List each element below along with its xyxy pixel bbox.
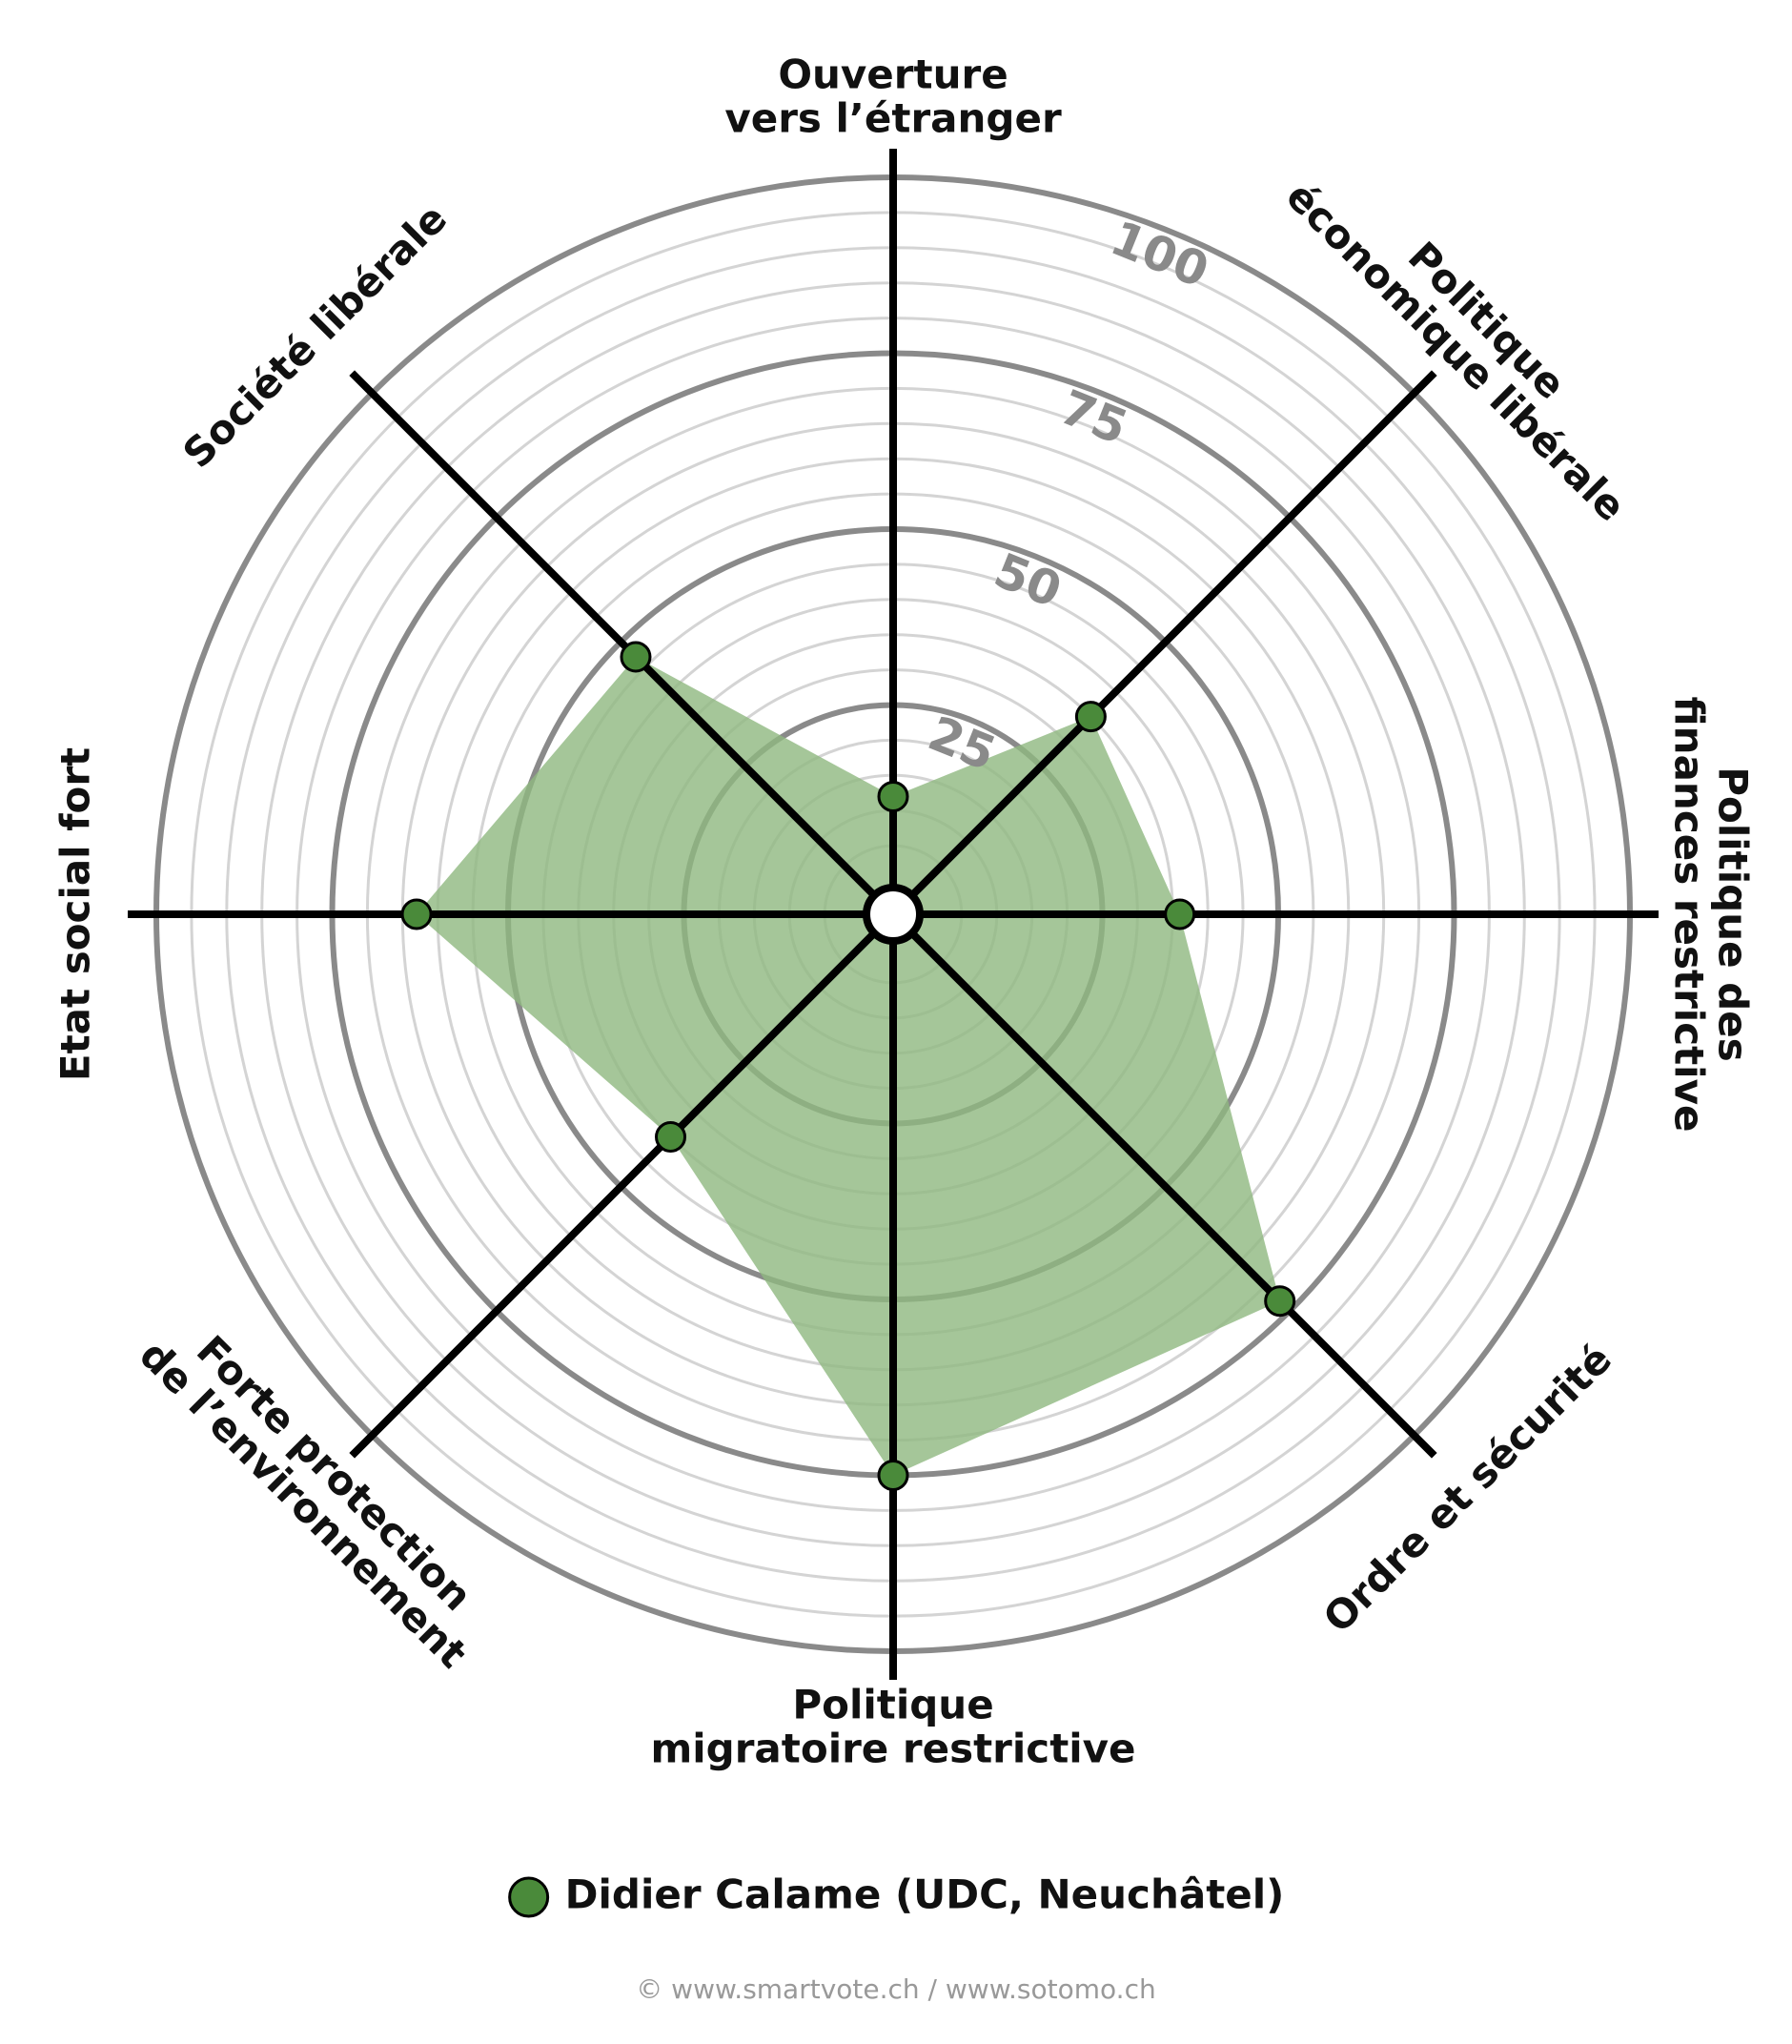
category-label-line: Politique des (1710, 766, 1757, 1062)
axis-line (890, 370, 1437, 917)
point (1164, 898, 1196, 930)
point (400, 898, 433, 930)
category-label-line: vers l’étranger (724, 95, 1062, 142)
point (877, 1460, 909, 1491)
r-tick-label: 50 (987, 542, 1069, 619)
category-label-line: Ouverture (778, 51, 1008, 98)
center (863, 884, 924, 945)
radar-area (417, 656, 1280, 1476)
category-label: Etat social fort (52, 747, 99, 1081)
legend-label: Didier Calame (UDC, Neuchâtel) (565, 1871, 1285, 1918)
point (1074, 701, 1107, 733)
point (877, 780, 909, 812)
r-tick-label: 75 (1052, 379, 1134, 456)
axis-line (349, 911, 896, 1459)
axis-line (890, 911, 1437, 1459)
r-tick-label: 100 (1103, 210, 1216, 298)
point (620, 641, 652, 673)
category-label-line: finances restrictive (1666, 697, 1713, 1133)
legend-marker (508, 1876, 550, 1918)
source: © www.smartvote.ch / www.sotomo.ch (636, 1973, 1155, 2005)
category-label-line: migratoire restrictive (650, 1726, 1135, 1772)
point (1264, 1285, 1296, 1318)
category-label-line: Etat social fort (52, 747, 99, 1081)
point (655, 1120, 687, 1153)
category-label-line: Politique (792, 1682, 993, 1728)
axis-line (349, 370, 896, 917)
